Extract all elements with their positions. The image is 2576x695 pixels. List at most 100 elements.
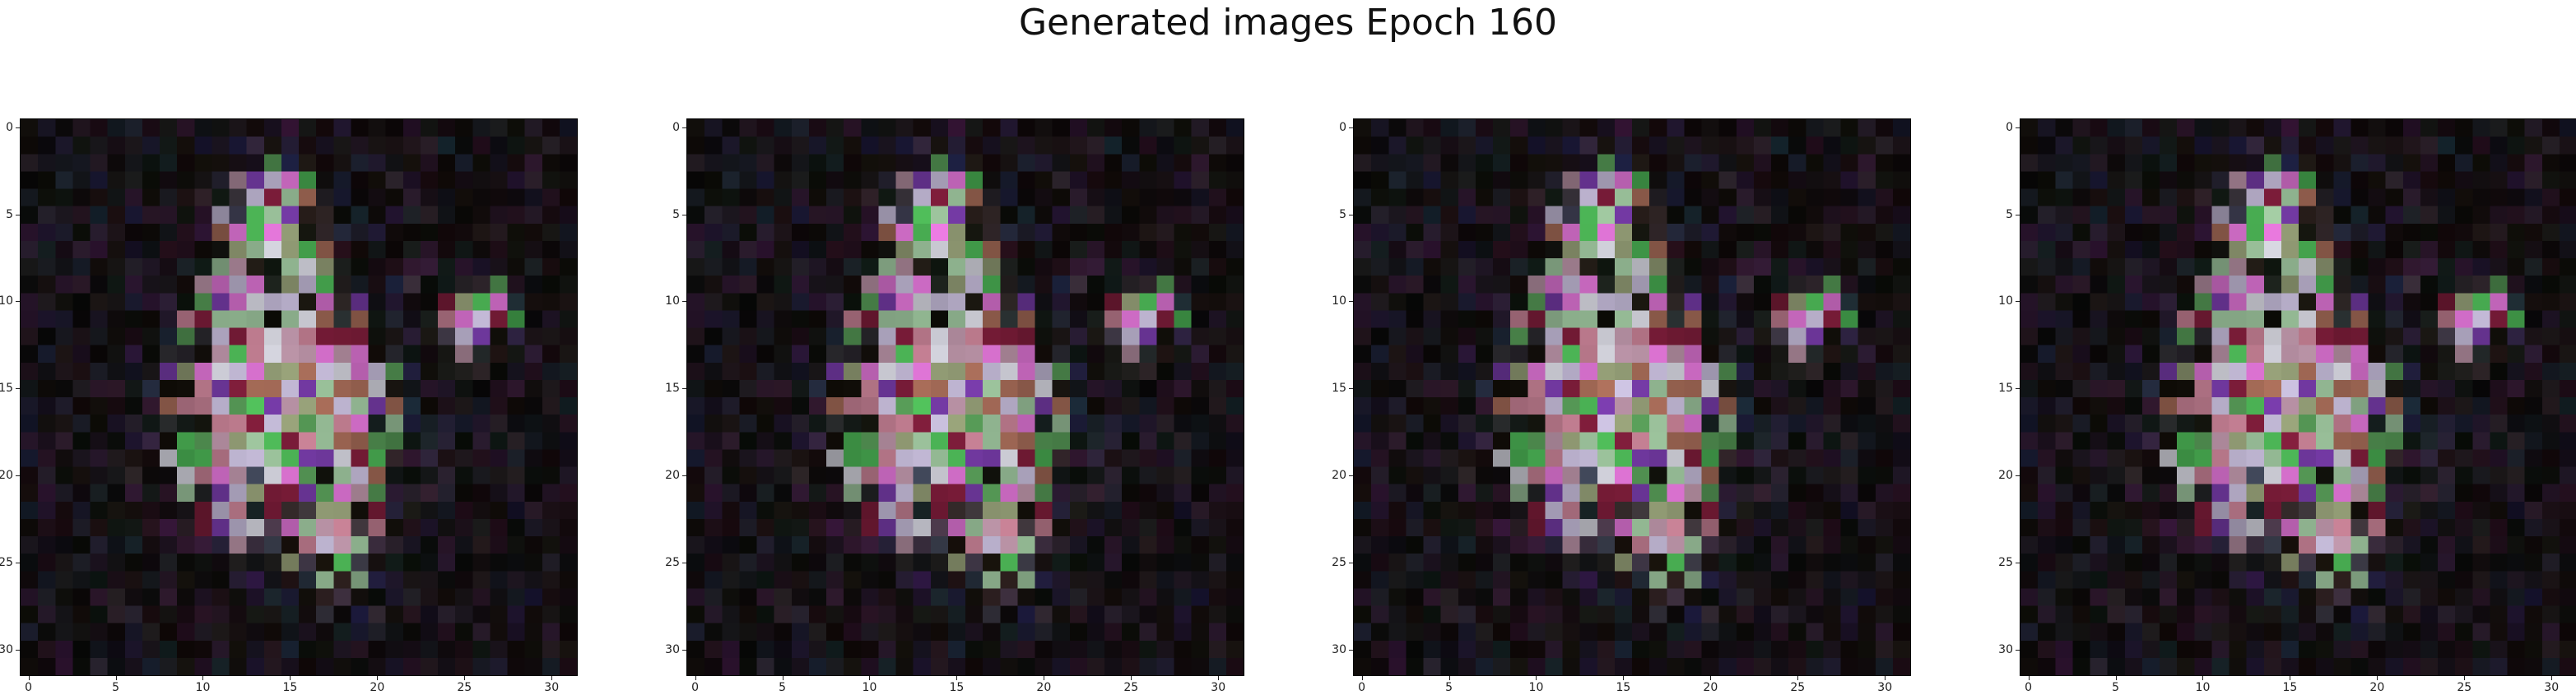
y-tick-mark bbox=[2016, 127, 2020, 128]
y-tick-mark bbox=[682, 650, 686, 651]
y-tick-label: 25 bbox=[665, 556, 680, 570]
x-tick-label: 20 bbox=[2369, 681, 2385, 694]
x-tick-label: 30 bbox=[2544, 681, 2560, 694]
x-tick-mark bbox=[869, 676, 871, 680]
y-tick-mark bbox=[2016, 475, 2020, 477]
x-tick-mark bbox=[1131, 676, 1132, 680]
y-tick-mark bbox=[16, 301, 20, 303]
x-tick-label: 30 bbox=[544, 681, 560, 694]
x-tick-mark bbox=[290, 676, 291, 680]
x-tick-mark bbox=[2377, 676, 2378, 680]
x-tick-label: 5 bbox=[779, 681, 786, 694]
y-tick-mark bbox=[1349, 301, 1353, 303]
x-tick-mark bbox=[956, 676, 958, 680]
y-tick-label: 30 bbox=[1332, 643, 1346, 657]
y-tick-label: 20 bbox=[0, 469, 13, 483]
x-tick-mark bbox=[1218, 676, 1220, 680]
x-tick-label: 10 bbox=[195, 681, 211, 694]
x-tick-mark bbox=[1797, 676, 1799, 680]
x-tick-mark bbox=[2115, 676, 2117, 680]
x-tick-label: 10 bbox=[2195, 681, 2211, 694]
y-tick-label: 30 bbox=[1998, 643, 2013, 657]
y-tick-mark bbox=[682, 475, 686, 477]
x-tick-label: 15 bbox=[949, 681, 965, 694]
x-tick-label: 10 bbox=[1528, 681, 1544, 694]
y-tick-label: 15 bbox=[1332, 382, 1346, 396]
x-tick-mark bbox=[377, 676, 379, 680]
x-tick-mark bbox=[2464, 676, 2466, 680]
y-tick-mark bbox=[16, 127, 20, 128]
x-tick-label: 20 bbox=[1703, 681, 1718, 694]
y-tick-label: 15 bbox=[665, 382, 680, 396]
y-tick-label: 15 bbox=[1998, 382, 2013, 396]
y-tick-label: 20 bbox=[1998, 469, 2013, 483]
y-tick-label: 0 bbox=[6, 120, 13, 134]
x-tick-label: 20 bbox=[370, 681, 385, 694]
y-tick-mark bbox=[16, 388, 20, 390]
x-tick-mark bbox=[2202, 676, 2204, 680]
y-tick-label: 0 bbox=[2006, 120, 2013, 134]
y-tick-label: 20 bbox=[1332, 469, 1346, 483]
y-tick-label: 15 bbox=[0, 382, 13, 396]
x-tick-label: 15 bbox=[2282, 681, 2298, 694]
x-tick-mark bbox=[1623, 676, 1625, 680]
y-tick-label: 20 bbox=[665, 469, 680, 483]
x-tick-label: 20 bbox=[1036, 681, 1052, 694]
x-tick-mark bbox=[202, 676, 204, 680]
y-tick-label: 10 bbox=[1998, 294, 2013, 308]
x-tick-label: 0 bbox=[25, 681, 33, 694]
y-tick-label: 5 bbox=[6, 207, 13, 221]
y-tick-label: 25 bbox=[1998, 556, 2013, 570]
y-tick-label: 0 bbox=[1339, 120, 1346, 134]
y-tick-mark bbox=[682, 301, 686, 303]
x-tick-label: 25 bbox=[2457, 681, 2472, 694]
x-tick-label: 15 bbox=[1616, 681, 1631, 694]
x-tick-label: 0 bbox=[1358, 681, 1366, 694]
x-tick-mark bbox=[28, 676, 30, 680]
y-tick-label: 10 bbox=[665, 294, 680, 308]
generated-image-panel bbox=[20, 118, 578, 676]
x-tick-label: 15 bbox=[282, 681, 298, 694]
x-tick-label: 0 bbox=[2025, 681, 2033, 694]
x-tick-mark bbox=[115, 676, 117, 680]
generated-image bbox=[686, 118, 1244, 676]
y-tick-label: 5 bbox=[2006, 207, 2013, 221]
x-tick-mark bbox=[1885, 676, 1886, 680]
x-tick-mark bbox=[1710, 676, 1712, 680]
x-tick-label: 0 bbox=[691, 681, 700, 694]
x-tick-label: 5 bbox=[112, 681, 119, 694]
y-tick-mark bbox=[2016, 650, 2020, 651]
y-tick-label: 30 bbox=[665, 643, 680, 657]
x-tick-mark bbox=[1448, 676, 1450, 680]
x-tick-label: 30 bbox=[1211, 681, 1226, 694]
y-tick-label: 10 bbox=[1332, 294, 1346, 308]
y-tick-mark bbox=[682, 127, 686, 128]
y-tick-mark bbox=[1349, 475, 1353, 477]
figure-title: Generated images Epoch 160 bbox=[1018, 2, 1558, 44]
y-tick-label: 0 bbox=[672, 120, 680, 134]
x-tick-label: 25 bbox=[1790, 681, 1806, 694]
y-tick-label: 30 bbox=[0, 643, 13, 657]
x-tick-mark bbox=[1361, 676, 1363, 680]
x-tick-mark bbox=[551, 676, 553, 680]
x-tick-mark bbox=[695, 676, 696, 680]
x-tick-label: 30 bbox=[1877, 681, 1893, 694]
x-tick-mark bbox=[2551, 676, 2553, 680]
generated-image bbox=[20, 118, 578, 676]
x-tick-label: 25 bbox=[1123, 681, 1139, 694]
y-tick-mark bbox=[16, 475, 20, 477]
y-tick-mark bbox=[1349, 388, 1353, 390]
y-tick-label: 5 bbox=[1339, 207, 1346, 221]
x-tick-mark bbox=[2028, 676, 2030, 680]
x-tick-label: 5 bbox=[1445, 681, 1453, 694]
y-tick-label: 5 bbox=[672, 207, 680, 221]
x-tick-mark bbox=[1536, 676, 1537, 680]
y-tick-mark bbox=[1349, 650, 1353, 651]
y-tick-label: 25 bbox=[1332, 556, 1346, 570]
y-tick-label: 10 bbox=[0, 294, 13, 308]
generated-image-panel bbox=[2020, 118, 2576, 676]
y-tick-mark bbox=[16, 650, 20, 651]
x-tick-label: 5 bbox=[2112, 681, 2119, 694]
x-tick-label: 25 bbox=[457, 681, 472, 694]
y-tick-mark bbox=[2016, 301, 2020, 303]
